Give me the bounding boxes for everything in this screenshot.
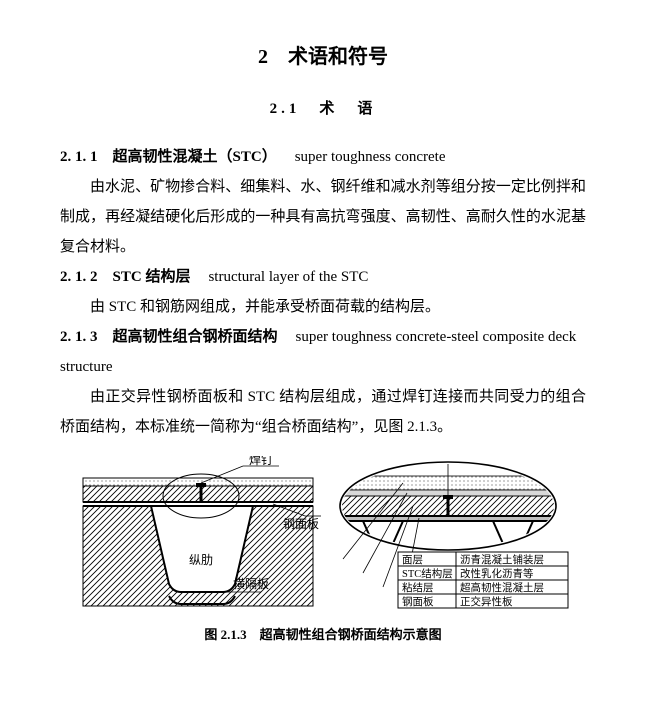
section-text: 术 语 bbox=[319, 101, 376, 117]
tbl-l2: 粘结层 bbox=[402, 581, 434, 594]
tbl-l0: 面层 bbox=[402, 554, 423, 566]
tbl-l3: 钢面板 bbox=[402, 595, 434, 608]
tbl-r0: 沥青混凝土铺装层 bbox=[460, 553, 544, 566]
chapter-number: 2 bbox=[258, 46, 268, 68]
entry-body: 由 STC 和钢筋网组成，并能承受桥面荷载的结构层。 bbox=[60, 292, 586, 322]
entry-en: super toughness concrete bbox=[295, 149, 446, 165]
entry-head: 2. 1. 1 超高韧性混凝土（STC） super toughness conc… bbox=[60, 142, 586, 172]
tbl-r2: 超高韧性混凝土层 bbox=[460, 581, 544, 594]
figure-caption: 图 2.1.3 超高韧性组合钢桥面结构示意图 bbox=[60, 624, 586, 643]
chapter-text: 术语和符号 bbox=[288, 46, 388, 68]
entry-en: structural layer of the STC bbox=[208, 269, 368, 285]
entry-head: 2. 1. 3 超高韧性组合钢桥面结构super toughness concr… bbox=[60, 322, 586, 382]
section-number: 2.1 bbox=[270, 101, 301, 117]
tbl-r3: 正交异性板 bbox=[460, 595, 513, 608]
entry-num: 2. 1. 3 bbox=[60, 329, 98, 345]
section-title: 2.1 术 语 bbox=[60, 97, 586, 118]
label-diaphragm: 横隔板 bbox=[233, 577, 269, 591]
entry-body: 由水泥、矿物掺合料、细集料、水、钢纤维和减水剂等组分按一定比例拌和制成，再经凝结… bbox=[60, 172, 586, 262]
figure-caption-text: 超高韧性组合钢桥面结构示意图 bbox=[260, 627, 442, 642]
label-deck-plate: 钢面板 bbox=[283, 517, 319, 531]
figure-caption-num: 图 2.1.3 bbox=[204, 627, 246, 642]
detail-table: 面层 沥青混凝土铺装层 STC结构层 改性乳化沥青等 粘结层 超高韧性混凝土层 … bbox=[398, 552, 568, 608]
entry-head: 2. 1. 2 STC 结构层 structural layer of the S… bbox=[60, 262, 586, 292]
label-stud: 焊钉 bbox=[249, 456, 273, 467]
entry-body: 由正交异性钢桥面板和 STC 结构层组成，通过焊钉连接而共同受力的组合桥面结构，… bbox=[60, 382, 586, 442]
entry-cn: 超高韧性混凝土（STC） bbox=[113, 149, 277, 165]
fig-right: 面层 沥青混凝土铺装层 STC结构层 改性乳化沥青等 粘结层 超高韧性混凝土层 … bbox=[338, 462, 568, 608]
entry-cn: STC 结构层 bbox=[113, 269, 191, 285]
tbl-l1: STC结构层 bbox=[402, 567, 453, 580]
page: 2 术语和符号 2.1 术 语 2. 1. 1 超高韧性混凝土（STC） supe… bbox=[0, 0, 646, 707]
chapter-title: 2 术语和符号 bbox=[60, 40, 586, 69]
entry-num: 2. 1. 2 bbox=[60, 269, 98, 285]
tbl-r1: 改性乳化沥青等 bbox=[460, 567, 534, 580]
fig-left: 焊钉 钢面板 纵肋 横隔板 bbox=[83, 456, 321, 606]
label-rib: 纵肋 bbox=[189, 552, 213, 567]
entry-cn: 超高韧性组合钢桥面结构 bbox=[113, 329, 278, 345]
figure-svg: 焊钉 钢面板 纵肋 横隔板 bbox=[73, 456, 573, 616]
figure: 焊钉 钢面板 纵肋 横隔板 bbox=[60, 456, 586, 643]
entry-num: 2. 1. 1 bbox=[60, 149, 98, 165]
